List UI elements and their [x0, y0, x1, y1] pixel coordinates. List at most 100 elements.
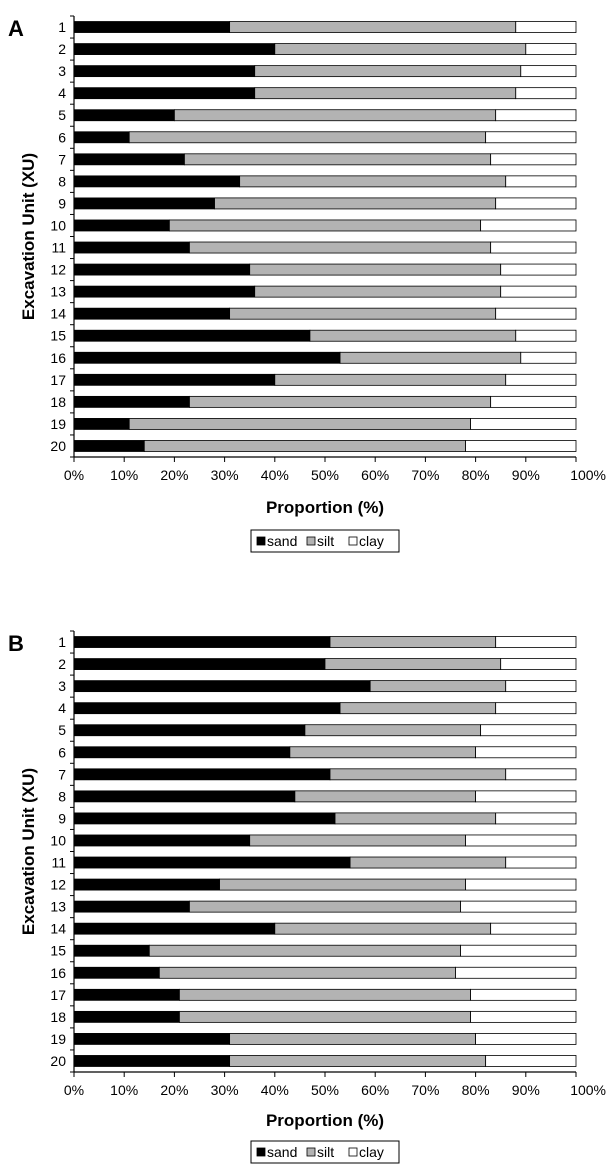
bar-clay [500, 658, 577, 670]
legend: sand silt clay [250, 1140, 400, 1164]
y-tick-label: 10 [50, 217, 66, 233]
bar-sand [73, 636, 331, 648]
bar-sand [73, 131, 130, 144]
bar-clay [500, 285, 577, 298]
legend-swatch-sand [256, 536, 266, 546]
bar-clay [470, 1010, 577, 1023]
bar-silt [189, 241, 492, 254]
bar-sand [73, 197, 215, 210]
y-tick-label: 16 [50, 965, 66, 981]
bar-silt [254, 65, 522, 78]
y-tick-label: 18 [50, 1009, 66, 1025]
y-tick-label: 2 [58, 656, 66, 672]
bar-silt [179, 988, 471, 1001]
bar-clay [470, 418, 577, 430]
bar-clay [490, 153, 577, 166]
bar-clay [515, 87, 577, 100]
legend-label-sand: sand [267, 1144, 297, 1160]
bar-silt [179, 1010, 471, 1023]
bar-sand [73, 746, 291, 759]
y-tick-label: 20 [50, 438, 66, 454]
bar-clay [505, 373, 577, 386]
bar-sand [73, 263, 251, 276]
bar-clay [465, 440, 577, 452]
y-tick-label: 11 [51, 240, 66, 256]
bar-sand [73, 724, 306, 737]
legend: sand silt clay [250, 529, 400, 553]
legend-box [250, 1140, 400, 1164]
x-tick-label: 0% [64, 1082, 84, 1098]
bar-silt [214, 197, 497, 210]
bar-silt [173, 109, 497, 122]
y-tick-label: 10 [50, 832, 66, 848]
bar-sand [73, 900, 190, 913]
x-tick-label: 90% [512, 1082, 540, 1098]
x-tick-label: 100% [570, 1082, 606, 1098]
bar-sand [73, 922, 276, 935]
bar-silt [249, 834, 466, 847]
bar-clay [495, 702, 577, 715]
bar-clay [505, 856, 577, 869]
y-tick-label: 7 [58, 766, 66, 782]
legend-swatch-silt [306, 536, 316, 546]
y-axis-title: Excavation Unit (XU) [19, 768, 38, 935]
legend-label-silt: silt [317, 533, 334, 549]
bar-sand [73, 768, 331, 781]
bar-sand [73, 418, 130, 430]
bar-clay [520, 65, 577, 78]
x-tick-label: 50% [311, 1082, 339, 1098]
bar-sand [73, 1033, 231, 1045]
bar-sand [73, 307, 231, 320]
bar-sand [73, 790, 296, 803]
bar-sand [73, 988, 180, 1001]
bar-clay [500, 263, 577, 276]
y-tick-label: 15 [50, 943, 66, 959]
x-tick-label: 100% [570, 467, 606, 483]
x-tick-label: 20% [160, 467, 188, 483]
y-tick-label: 16 [50, 350, 66, 366]
y-tick-label: 17 [50, 372, 66, 388]
legend-label-clay: clay [359, 533, 384, 549]
bar-clay [495, 307, 577, 320]
x-tick-label: 50% [311, 467, 339, 483]
bar-silt [189, 395, 492, 408]
bar-clay [465, 878, 577, 891]
y-tick-label: 12 [50, 262, 66, 278]
bar-sand [73, 21, 231, 33]
bar-clay [505, 680, 577, 693]
y-tick-label: 9 [58, 195, 66, 211]
y-tick-label: 9 [58, 810, 66, 826]
bar-clay [465, 834, 577, 847]
bar-clay [470, 988, 577, 1001]
bar-silt [339, 702, 497, 715]
bar-clay [490, 922, 577, 935]
y-tick-label: 1 [58, 19, 66, 35]
bar-clay [515, 21, 577, 33]
bar-sand [73, 1010, 180, 1023]
bar-clay [505, 175, 577, 188]
bar-clay [475, 790, 577, 803]
bar-silt [294, 790, 477, 803]
panel-label: B [8, 631, 24, 656]
y-tick-label: 19 [50, 1031, 66, 1047]
x-tick-label: 30% [211, 467, 239, 483]
legend-label-sand: sand [267, 533, 297, 549]
bar-silt [369, 680, 507, 693]
y-tick-label: 17 [50, 987, 66, 1003]
y-tick-label: 11 [51, 855, 66, 871]
x-tick-label: 10% [110, 1082, 138, 1098]
bar-sand [73, 285, 256, 298]
y-tick-label: 14 [50, 306, 66, 322]
x-tick-label: 60% [361, 467, 389, 483]
y-tick-label: 5 [58, 722, 66, 738]
bar-clay [520, 351, 577, 364]
bar-silt [229, 1033, 476, 1045]
bar-sand [73, 219, 170, 232]
x-tick-label: 70% [411, 1082, 439, 1098]
bar-sand [73, 43, 276, 55]
bar-clay [525, 43, 577, 55]
y-tick-label: 3 [58, 63, 66, 79]
legend-swatch-silt [306, 1147, 316, 1157]
y-tick-label: 8 [58, 788, 66, 804]
